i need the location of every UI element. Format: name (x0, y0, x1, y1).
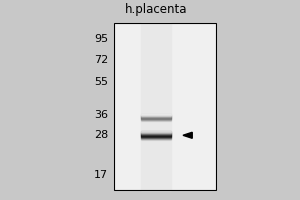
Polygon shape (183, 132, 192, 138)
Bar (141, 134, 171, 135)
Bar (114, 23, 216, 190)
Text: h.placenta: h.placenta (125, 3, 187, 16)
Bar (141, 135, 171, 136)
Text: 72: 72 (94, 55, 108, 65)
Text: 95: 95 (94, 34, 108, 44)
Text: 36: 36 (94, 110, 108, 120)
Text: 17: 17 (94, 170, 108, 180)
Text: 28: 28 (94, 130, 108, 140)
Bar (141, 139, 171, 140)
Bar (141, 23, 171, 190)
Bar (141, 137, 171, 138)
Bar (141, 131, 171, 132)
Bar (114, 23, 216, 190)
Text: 55: 55 (94, 77, 108, 87)
Bar (141, 132, 171, 133)
Bar (141, 138, 171, 139)
Bar (141, 136, 171, 137)
Bar (141, 133, 171, 134)
